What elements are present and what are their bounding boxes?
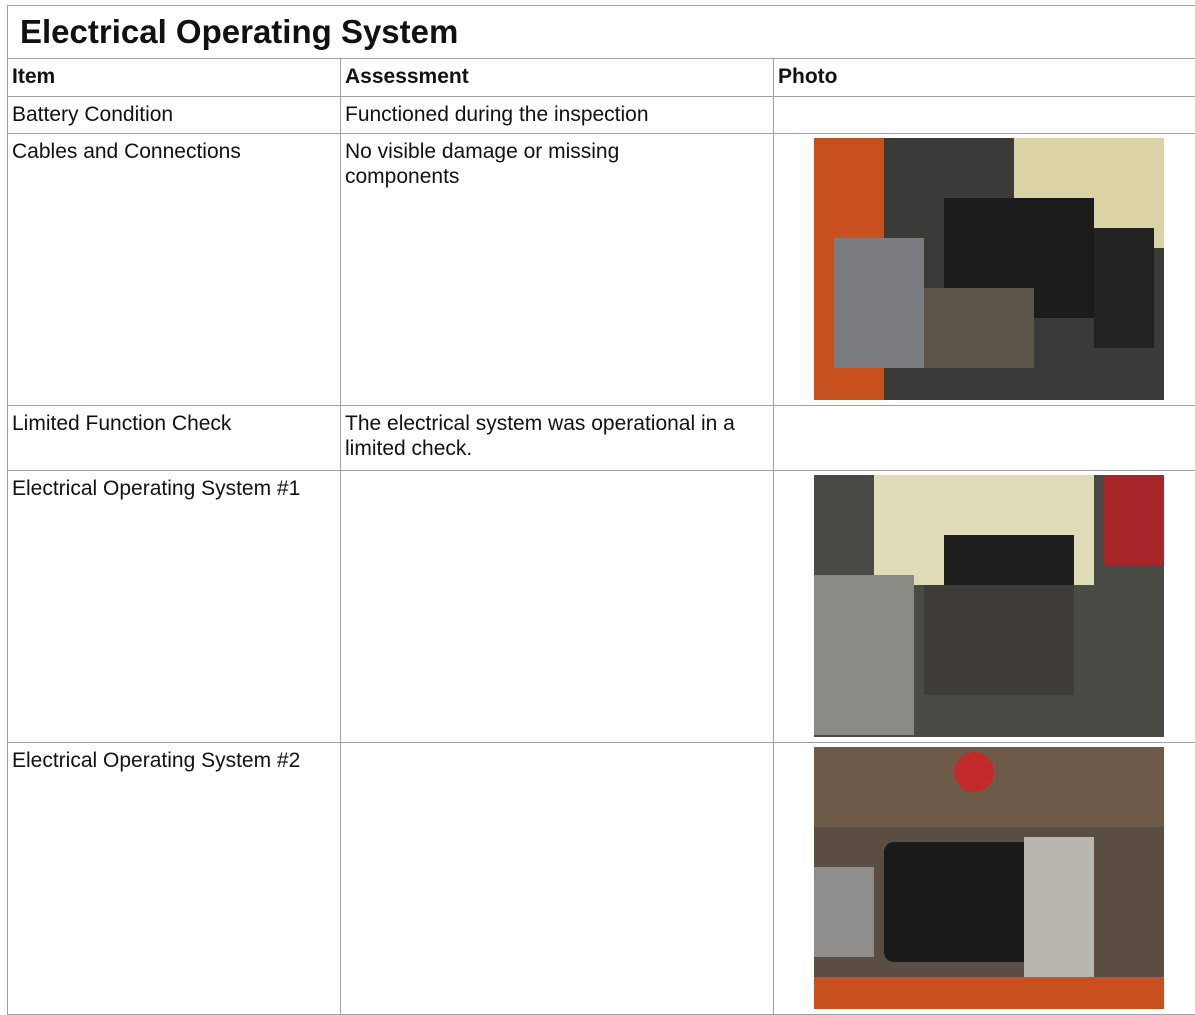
table-row: Electrical Operating System #1 [8, 471, 1195, 743]
column-header: Assessment [341, 59, 774, 97]
photo-cell [774, 406, 1195, 471]
photo [814, 747, 1164, 1009]
photo-cell [774, 471, 1195, 743]
photo [814, 475, 1164, 737]
item-cell: Battery Condition [8, 97, 341, 134]
table-row: Cables and Connections No visible damage… [8, 134, 1195, 406]
table-row: Electrical Operating System #2 [8, 743, 1195, 1015]
report-section: Electrical Operating System Item Assessm… [7, 5, 1195, 1015]
assessment-cell: The electrical system was operational in… [341, 406, 774, 471]
item-cell: Limited Function Check [8, 406, 341, 471]
item-cell: Electrical Operating System #1 [8, 471, 341, 743]
column-header: Item [8, 59, 341, 97]
table-row: Battery Condition Functioned during the … [8, 97, 1195, 134]
inspection-table: Item Assessment Photo Battery Condition … [7, 58, 1195, 1015]
header-row: Item Assessment Photo [8, 59, 1195, 97]
section-title: Electrical Operating System [7, 5, 1195, 58]
item-cell: Cables and Connections [8, 134, 341, 406]
assessment-cell: Functioned during the inspection [341, 97, 774, 134]
photo-cell [774, 743, 1195, 1015]
column-header: Photo [774, 59, 1195, 97]
assessment-cell [341, 743, 774, 1015]
item-cell: Electrical Operating System #2 [8, 743, 341, 1015]
assessment-cell: No visible damage or missing components [341, 134, 774, 406]
photo-cell [774, 97, 1195, 134]
table-row: Limited Function Check The electrical sy… [8, 406, 1195, 471]
photo-cell [774, 134, 1195, 406]
assessment-cell [341, 471, 774, 743]
photo [814, 138, 1164, 400]
